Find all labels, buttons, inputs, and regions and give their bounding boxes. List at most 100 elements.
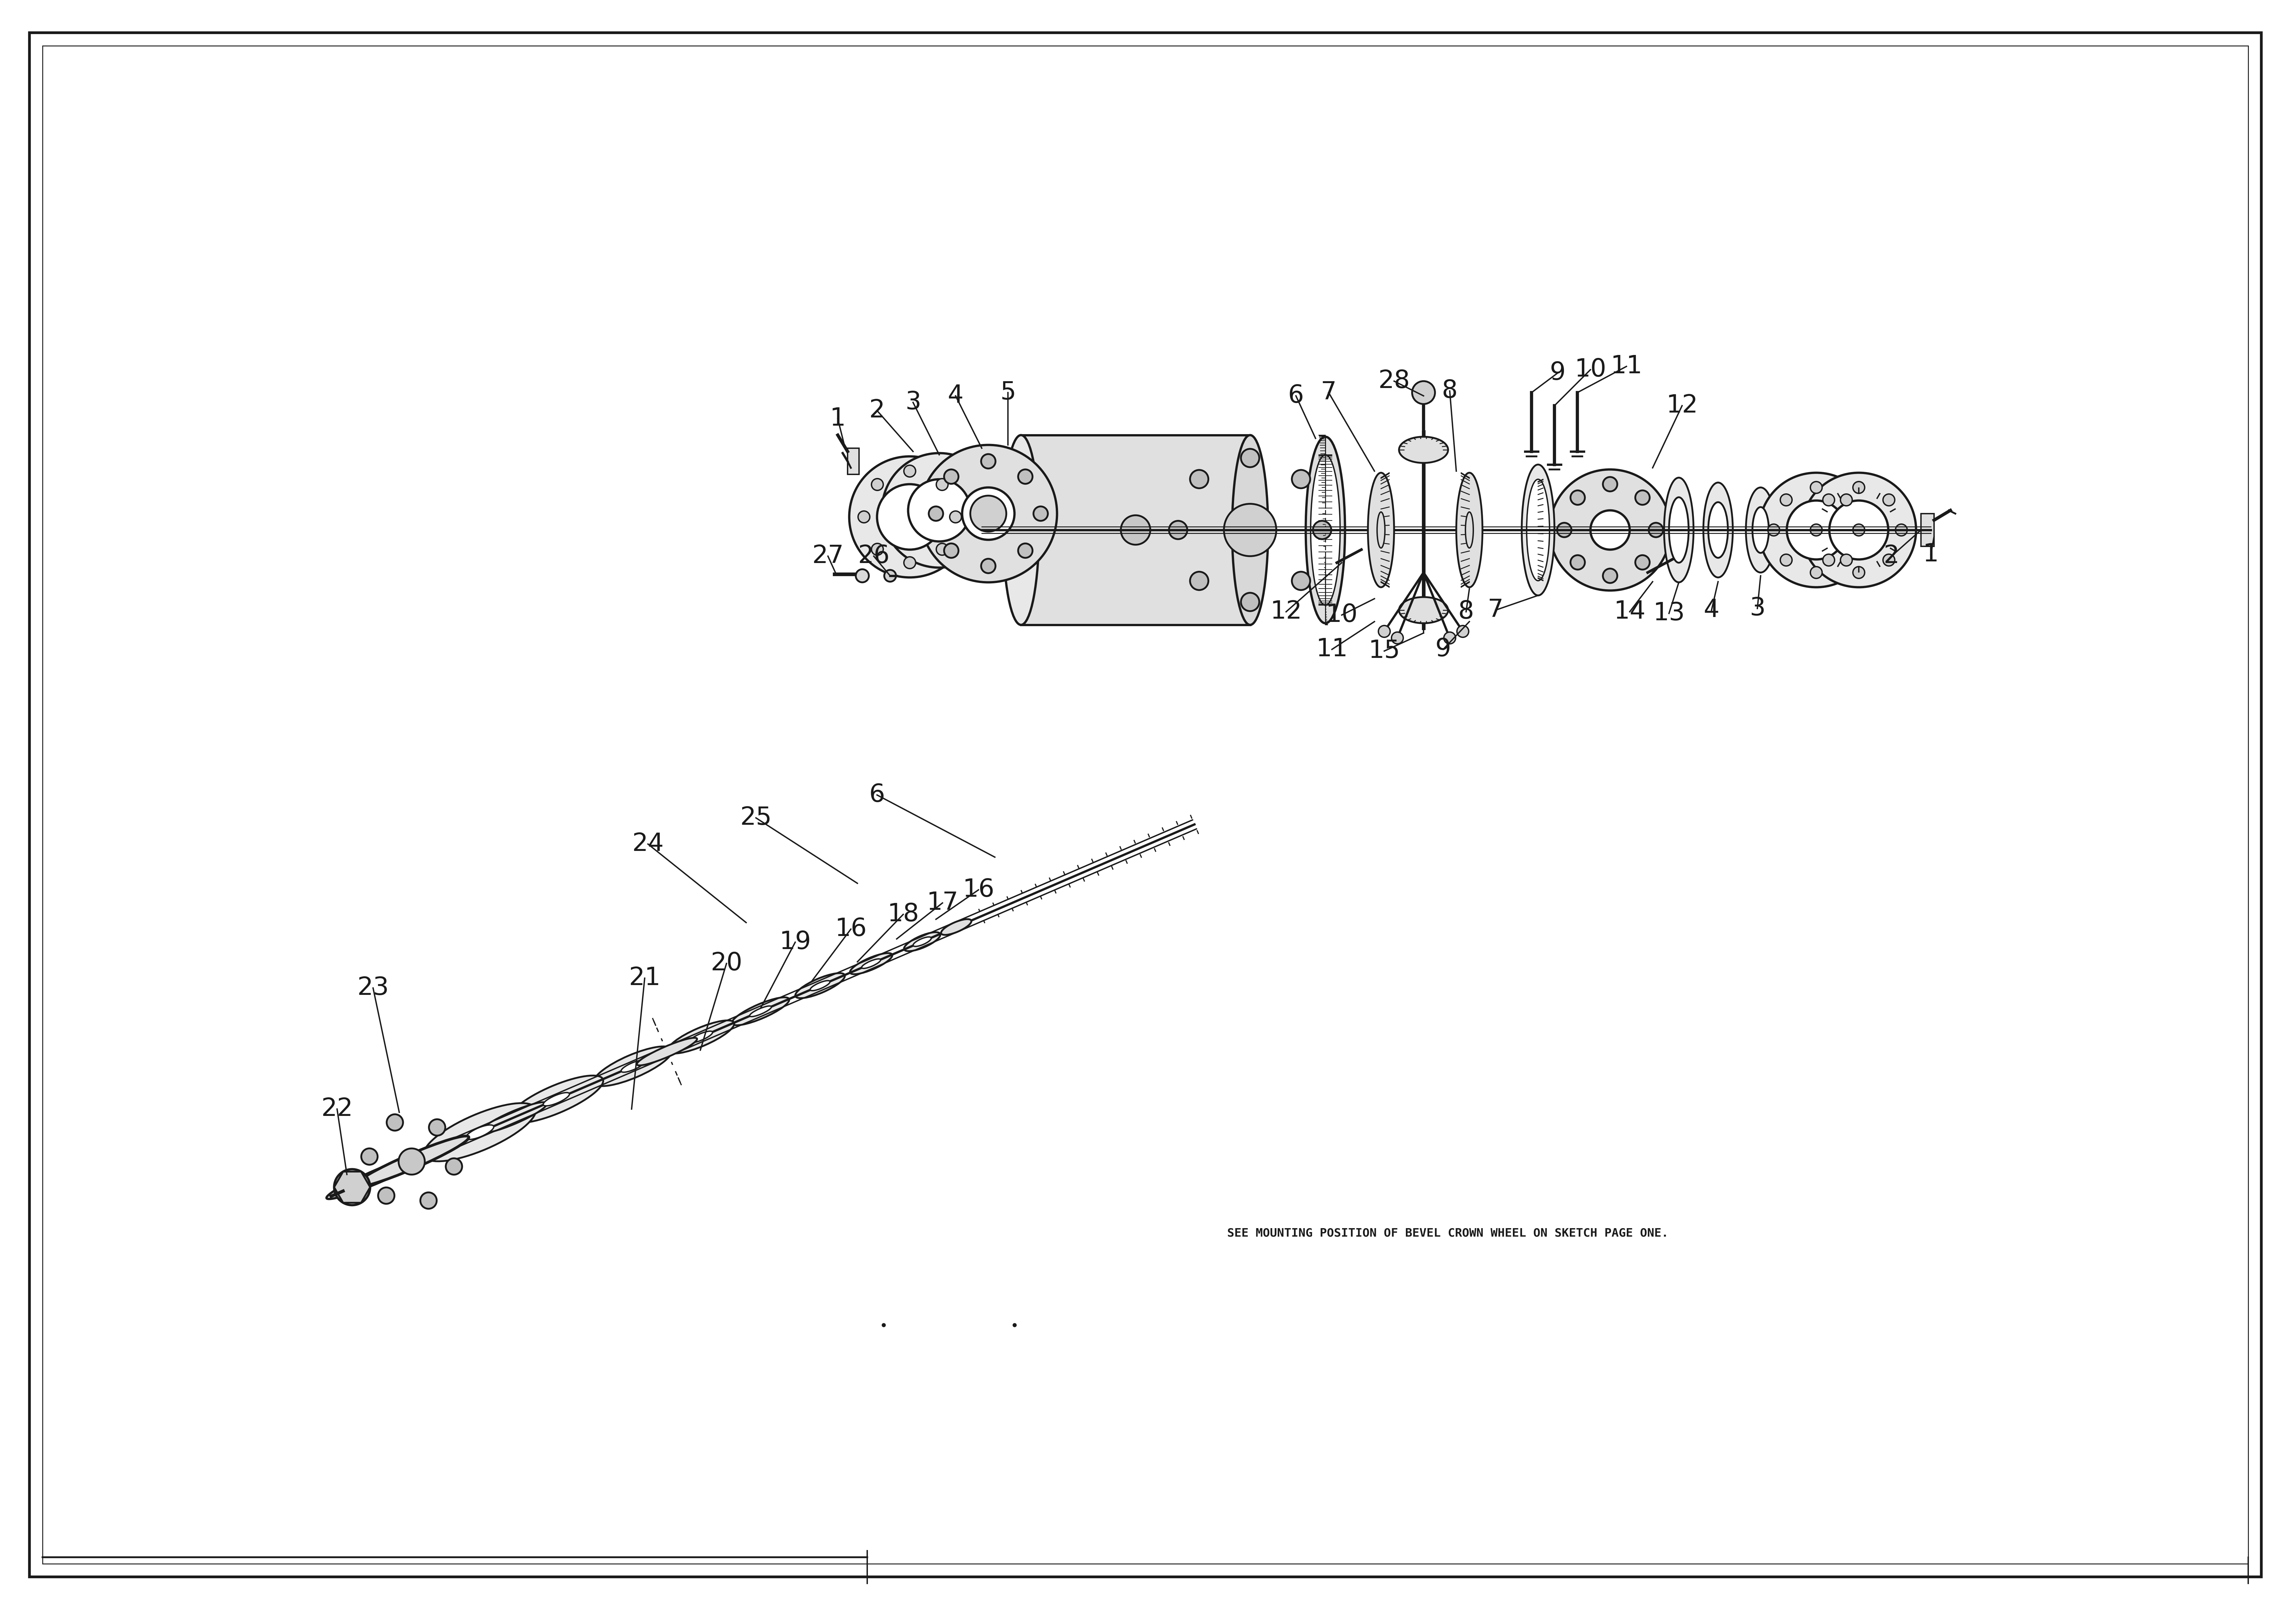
- Text: 19: 19: [778, 930, 810, 954]
- Circle shape: [429, 1120, 445, 1136]
- Ellipse shape: [668, 1021, 735, 1053]
- Text: 6: 6: [870, 782, 884, 807]
- Circle shape: [1557, 523, 1570, 537]
- Circle shape: [1033, 506, 1047, 521]
- Text: 10: 10: [1575, 357, 1607, 381]
- Text: 12: 12: [1667, 393, 1699, 417]
- Circle shape: [1841, 493, 1853, 506]
- Circle shape: [1853, 566, 1864, 578]
- Text: 11: 11: [1609, 354, 1642, 378]
- Circle shape: [1550, 469, 1671, 591]
- Circle shape: [1444, 631, 1456, 644]
- Text: 21: 21: [629, 966, 661, 990]
- Circle shape: [386, 1115, 404, 1131]
- Ellipse shape: [1368, 472, 1394, 588]
- Ellipse shape: [622, 1060, 645, 1073]
- Ellipse shape: [850, 953, 893, 974]
- Ellipse shape: [1311, 454, 1341, 605]
- Circle shape: [445, 1159, 461, 1175]
- Ellipse shape: [510, 1076, 604, 1123]
- Text: 3: 3: [905, 390, 921, 414]
- Circle shape: [1570, 490, 1584, 505]
- Ellipse shape: [861, 959, 882, 969]
- Text: 25: 25: [739, 805, 771, 829]
- Circle shape: [1823, 553, 1835, 566]
- Circle shape: [1779, 493, 1793, 506]
- Circle shape: [951, 511, 962, 523]
- Text: 27: 27: [813, 544, 845, 568]
- Text: 2: 2: [1883, 544, 1899, 568]
- Text: 16: 16: [836, 917, 868, 941]
- Circle shape: [1169, 521, 1187, 539]
- Circle shape: [1412, 381, 1435, 404]
- Circle shape: [1896, 524, 1908, 536]
- Ellipse shape: [1522, 464, 1554, 596]
- Ellipse shape: [1669, 497, 1688, 563]
- Circle shape: [850, 456, 971, 578]
- Circle shape: [930, 506, 944, 521]
- Ellipse shape: [941, 919, 971, 935]
- Circle shape: [1802, 472, 1917, 588]
- Text: 24: 24: [631, 833, 664, 857]
- Ellipse shape: [595, 1047, 673, 1086]
- Bar: [1922, 513, 1933, 547]
- Circle shape: [909, 479, 971, 542]
- Ellipse shape: [1745, 487, 1775, 573]
- Text: 14: 14: [1614, 599, 1646, 623]
- Ellipse shape: [914, 936, 932, 946]
- Circle shape: [1570, 555, 1584, 570]
- Ellipse shape: [689, 1031, 712, 1042]
- Text: 3: 3: [1750, 596, 1766, 620]
- Text: 10: 10: [1325, 602, 1357, 626]
- Ellipse shape: [1398, 437, 1449, 463]
- Ellipse shape: [810, 980, 831, 990]
- Circle shape: [1809, 482, 1823, 493]
- Ellipse shape: [1665, 477, 1694, 583]
- Text: 28: 28: [1378, 368, 1410, 393]
- Circle shape: [1017, 544, 1033, 558]
- Ellipse shape: [1233, 435, 1267, 625]
- Circle shape: [1120, 514, 1150, 545]
- Circle shape: [1823, 493, 1835, 506]
- Circle shape: [1786, 500, 1846, 560]
- Circle shape: [1391, 631, 1403, 644]
- Ellipse shape: [1527, 479, 1550, 581]
- Text: 15: 15: [1368, 639, 1401, 664]
- Ellipse shape: [354, 1136, 468, 1186]
- Text: SEE MOUNTING POSITION OF BEVEL CROWN WHEEL ON SKETCH PAGE ONE.: SEE MOUNTING POSITION OF BEVEL CROWN WHE…: [1226, 1229, 1669, 1238]
- Circle shape: [1591, 510, 1630, 550]
- Text: 2: 2: [870, 399, 884, 422]
- Text: 11: 11: [1316, 638, 1348, 662]
- Circle shape: [1378, 625, 1389, 638]
- Text: 9: 9: [1550, 360, 1566, 385]
- Circle shape: [1649, 523, 1662, 537]
- Circle shape: [1240, 450, 1258, 467]
- Ellipse shape: [425, 1104, 535, 1162]
- Circle shape: [1830, 500, 1887, 560]
- Circle shape: [944, 544, 957, 558]
- Circle shape: [937, 479, 948, 490]
- Ellipse shape: [1752, 506, 1768, 553]
- Text: 22: 22: [321, 1097, 354, 1121]
- Ellipse shape: [748, 1006, 771, 1016]
- Circle shape: [1809, 524, 1823, 536]
- Circle shape: [937, 544, 948, 555]
- Circle shape: [859, 511, 870, 523]
- Text: 4: 4: [1704, 597, 1720, 622]
- Text: 5: 5: [1001, 380, 1015, 404]
- Text: 8: 8: [1442, 378, 1458, 403]
- Circle shape: [872, 544, 884, 555]
- Circle shape: [1240, 592, 1258, 612]
- Circle shape: [882, 453, 996, 568]
- Text: 1: 1: [829, 407, 845, 430]
- Ellipse shape: [905, 932, 941, 951]
- Circle shape: [1293, 571, 1311, 591]
- Text: 13: 13: [1653, 601, 1685, 625]
- Circle shape: [420, 1193, 436, 1209]
- Circle shape: [400, 1149, 425, 1175]
- Text: 4: 4: [948, 383, 964, 407]
- Text: 6: 6: [1288, 383, 1304, 407]
- Text: 1: 1: [1922, 542, 1938, 566]
- Text: 18: 18: [886, 902, 918, 927]
- Ellipse shape: [480, 1102, 546, 1133]
